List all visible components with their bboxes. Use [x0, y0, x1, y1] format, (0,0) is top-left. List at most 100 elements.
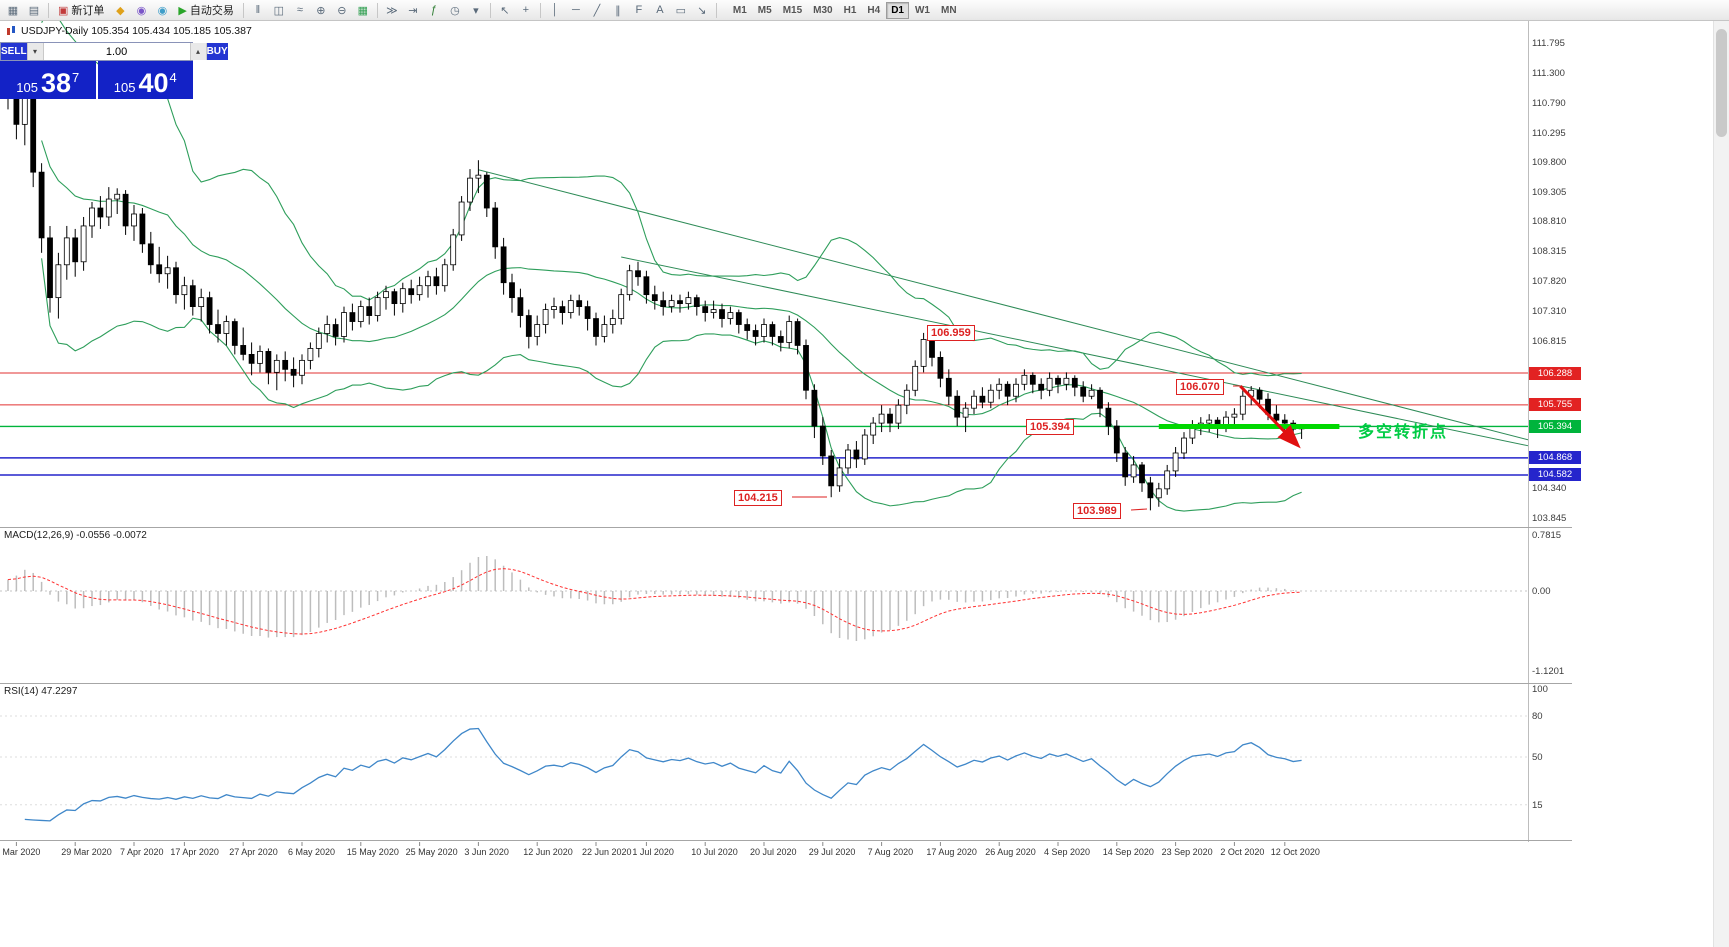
horizontal-level-lines[interactable]	[0, 372, 1528, 476]
volume-stepper-button[interactable]: ▴	[189, 43, 207, 60]
date-axis-label: 12 Jun 2020	[523, 847, 573, 857]
price-axis-tick: 103.845	[1532, 513, 1567, 524]
horizontal-line-icon: ─	[571, 4, 580, 16]
crosshair-icon: +	[522, 4, 530, 16]
buy-price-main: 105	[113, 79, 136, 95]
trend-arrow[interactable]	[1239, 385, 1301, 449]
buy-price-box[interactable]: 105 40 4	[97, 61, 193, 99]
panel-splitter-macd[interactable]	[0, 527, 1572, 528]
new-chart-icon[interactable]: ▦	[3, 2, 23, 19]
autotrading-icon: ▶	[178, 4, 187, 17]
date-axis-label: 3 Jun 2020	[464, 847, 509, 857]
timeframe-d1[interactable]: D1	[886, 1, 909, 19]
buy-price-pips: 40	[138, 68, 169, 99]
sell-price-point: 7	[72, 70, 80, 85]
text-label-icon: ▭	[675, 4, 687, 17]
timeframe-group: M1 M5 M15 M30 H1 H4 D1 W1 MN	[728, 1, 962, 19]
chart-shift-icon[interactable]: ⇥	[403, 2, 423, 19]
price-callout[interactable]: 106.959	[927, 325, 975, 341]
fibonacci-icon: F	[635, 4, 643, 16]
price-axis-badge: 106.288	[1529, 366, 1581, 380]
price-axis-tick: 106.815	[1532, 335, 1567, 347]
new-order-button[interactable]: ▣ 新订单	[53, 2, 109, 19]
text-label-icon[interactable]: ▭	[671, 2, 691, 19]
fibonacci-icon[interactable]: F	[629, 2, 649, 19]
cursor-icon[interactable]: ↖	[495, 2, 515, 19]
autotrading-button-label: 自动交易	[189, 5, 234, 17]
date-axis-label: 25 May 2020	[405, 847, 458, 857]
panel-splitter-bottom[interactable]	[0, 840, 1572, 841]
arrows-icon: ↘	[697, 4, 707, 17]
timeframe-m30[interactable]: M30	[813, 4, 833, 16]
toolbar-separator	[489, 2, 491, 18]
timeframe-h1[interactable]: H1	[843, 4, 857, 16]
toolbar-separator	[715, 2, 717, 18]
price-axis-tick: 108.810	[1532, 216, 1567, 228]
community-icon[interactable]: ◉	[152, 2, 172, 19]
candlestick-chart-icon[interactable]: ◫	[269, 2, 289, 19]
trendline-icon[interactable]: ╱	[587, 2, 607, 19]
price-axis-border	[1528, 21, 1529, 842]
date-axis-label: 4 Sep 2020	[1044, 847, 1091, 857]
sell-price-pips: 38	[40, 68, 71, 99]
new-order-button-label: 新订单	[71, 5, 105, 17]
zoom-in-icon[interactable]: ⊕	[311, 2, 331, 19]
periods-icon: ◷	[450, 4, 460, 17]
crosshair-icon[interactable]: +	[516, 2, 536, 19]
buy-button[interactable]: BUY	[206, 43, 228, 60]
periods-icon[interactable]: ◷	[445, 2, 465, 19]
chart-title-text: USDJPY-Daily 105.354 105.434 105.185 105…	[21, 25, 252, 37]
market-watch-icon[interactable]: ◉	[131, 2, 151, 19]
autotrading-button[interactable]: ▶ 自动交易	[173, 2, 238, 19]
price-callout[interactable]: 106.070	[1176, 379, 1224, 395]
bar-chart-icon: ‖	[255, 4, 261, 16]
date-axis-label: 12 Oct 2020	[1270, 847, 1320, 857]
templates-icon[interactable]: ▾	[466, 2, 486, 19]
timeframe-m15[interactable]: M15	[782, 4, 803, 16]
price-callout[interactable]: 103.989	[1073, 503, 1121, 519]
timeframe-w1[interactable]: W1	[914, 4, 930, 16]
zoom-out-icon[interactable]: ⊖	[332, 2, 352, 19]
price-callout[interactable]: 105.394	[1026, 419, 1074, 435]
timeframe-mn[interactable]: MN	[940, 4, 957, 16]
price-axis-tick: 107.310	[1532, 305, 1567, 317]
text-icon[interactable]: A	[650, 2, 670, 19]
date-axis-label: 7 Aug 2020	[867, 847, 914, 857]
date-axis-label: 22 Jun 2020	[582, 847, 632, 857]
vertical-line-icon[interactable]: │	[545, 2, 565, 19]
timeframe-h4[interactable]: H4	[867, 4, 881, 16]
scrollbar-thumb[interactable]	[1716, 29, 1727, 137]
equidistant-channel-icon[interactable]: ∥	[608, 2, 628, 19]
indicators-icon[interactable]: ƒ	[424, 2, 444, 19]
price-axis-tick: 110.790	[1532, 98, 1566, 110]
chart-profiles-icon[interactable]: ▤	[24, 2, 44, 19]
sell-price-box[interactable]: 105 38 7	[0, 61, 96, 99]
volume-dropdown-button[interactable]: ▾	[26, 43, 44, 60]
arrows-icon[interactable]: ↘	[692, 2, 712, 19]
date-axis-label: 29 Mar 2020	[61, 847, 112, 857]
date-axis-label: 2 Oct 2020	[1220, 847, 1265, 857]
sell-button[interactable]: SELL	[1, 43, 27, 60]
vertical-scrollbar[interactable]	[1713, 21, 1729, 947]
panel-splitter-rsi[interactable]	[0, 683, 1572, 684]
bollinger-bands	[41, 6, 1302, 512]
chart-window-title: USDJPY-Daily 105.354 105.434 105.185 105…	[6, 25, 252, 37]
line-chart-icon[interactable]: ≈	[290, 2, 310, 19]
date-ticks	[15, 842, 1286, 846]
auto-scroll-icon[interactable]: ≫	[382, 2, 402, 19]
deposit-icon[interactable]: ◆	[110, 2, 130, 19]
volume-input[interactable]	[43, 43, 190, 60]
timeframe-m5[interactable]: M5	[757, 4, 772, 16]
price-callout[interactable]: 104.215	[734, 490, 782, 506]
toolbar-separator	[539, 2, 541, 18]
horizontal-line-icon[interactable]: ─	[566, 2, 586, 19]
annotation-text[interactable]: 多空转折点	[1358, 424, 1449, 441]
timeframe-m1[interactable]: M1	[732, 4, 747, 16]
bar-chart-icon[interactable]: ‖	[248, 2, 268, 19]
date-axis-label: 27 Apr 2020	[229, 847, 278, 857]
price-axis-tick: 109.305	[1532, 186, 1567, 198]
macd-axis-tick: 0.00	[1532, 586, 1551, 597]
tile-windows-icon[interactable]: ▦	[353, 2, 373, 19]
